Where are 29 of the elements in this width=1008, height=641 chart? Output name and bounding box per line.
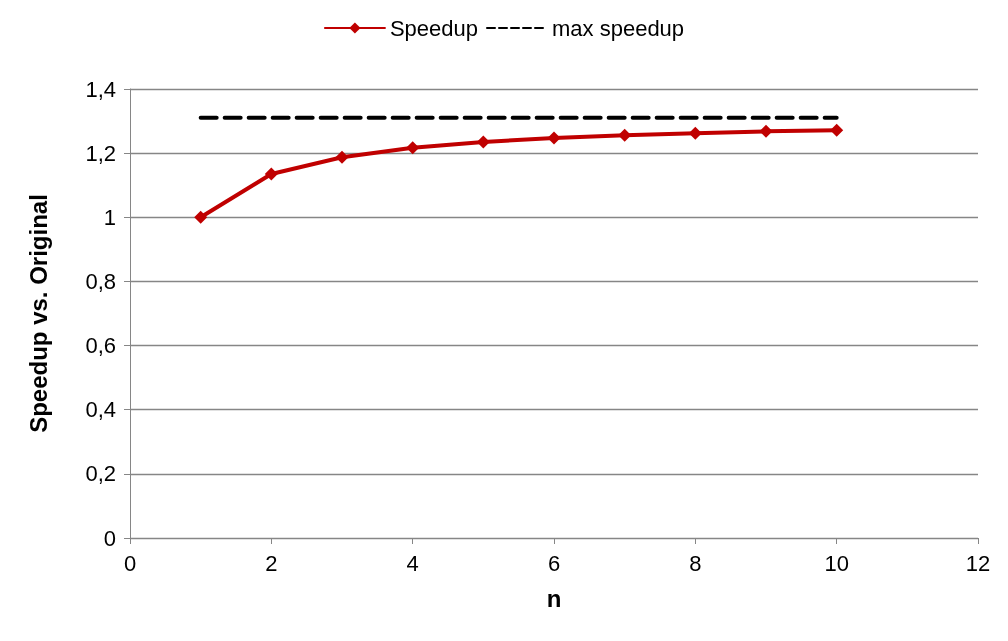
legend-label: Speedup [389,15,479,41]
point [759,124,773,138]
y-tick-label: 0 [103,525,116,551]
point [194,210,208,224]
x-tick-label: 8 [689,550,702,576]
point [335,150,349,164]
point [406,141,420,155]
y-tick-label: 0,4 [85,397,116,423]
y-tick-label: 0,6 [85,333,116,359]
y-tick-label: 1 [103,204,116,230]
x-tick-label: 2 [265,550,278,576]
point [264,167,278,181]
x-tick-label: 6 [547,550,561,576]
y-tick-label: 1,4 [85,76,116,102]
legend-label: max speedup [552,15,685,41]
x-tick-label: 12 [965,550,991,576]
point [476,135,490,149]
x-axis-title: n [546,584,562,612]
x-tick-label: 10 [824,550,849,576]
x-tick-label: 0 [123,550,137,576]
y-tick-label: 0,8 [85,268,116,294]
point [688,126,702,140]
point [618,128,632,142]
point [547,131,561,145]
x-tick-label: 4 [406,550,419,576]
y-tick-label: 0,2 [85,461,116,487]
point [830,123,844,137]
y-axis-title: Speedup vs. Original [24,194,52,433]
y-tick-label: 1,2 [85,140,116,166]
